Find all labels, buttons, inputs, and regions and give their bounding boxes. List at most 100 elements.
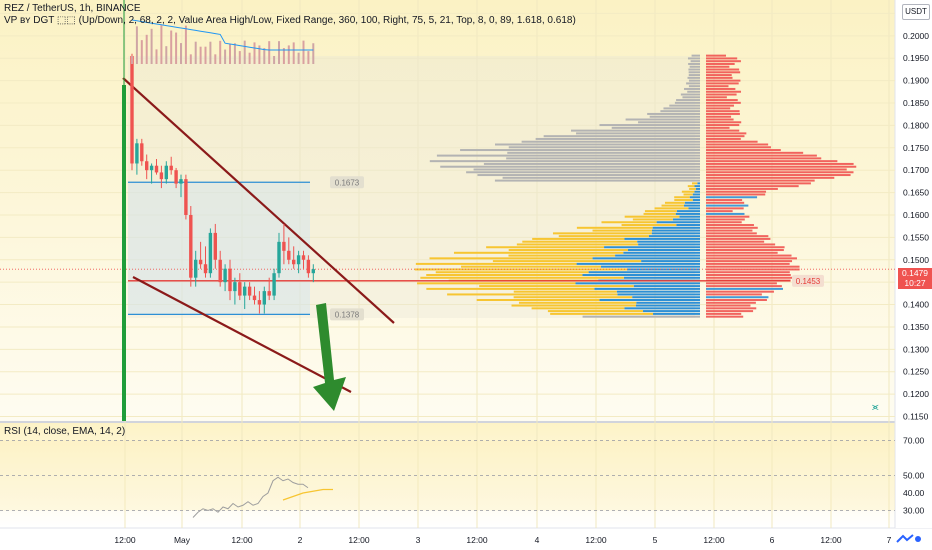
vp-delta-bar (706, 76, 733, 79)
vp-up-bar (414, 268, 627, 271)
vp-delta-bar (706, 310, 754, 313)
vp-outside-bar (689, 65, 700, 68)
vp-up-bar (508, 254, 616, 257)
vp-delta-bar (706, 243, 776, 246)
vp-up-bar (592, 229, 652, 232)
price-tick-label: 0.1600 (903, 210, 929, 220)
vp-up-bar (661, 204, 685, 207)
tradingview-logo-icon[interactable] (894, 532, 928, 546)
vp-delta-bar (706, 104, 734, 107)
vp-up-bar (621, 224, 677, 227)
vp-down-bar (675, 212, 700, 215)
vp-outside-bar (494, 179, 700, 182)
vp-up-bar (576, 226, 653, 229)
compare-icon: ⪤ (872, 402, 879, 413)
vp-down-bar (684, 201, 700, 204)
candle-body (189, 214, 193, 278)
vp-down-bar (642, 310, 700, 313)
vp-delta-bar (706, 74, 732, 77)
vp-outside-bar (669, 104, 700, 107)
vp-delta-bar (706, 224, 754, 227)
indicator-legend[interactable]: VP вʏ DGT ⬚⬚ (Up/Down, 2, 68, 2, 2, Valu… (4, 15, 576, 26)
candles (130, 19, 315, 314)
vp-delta-bar (706, 298, 767, 301)
price-tick-label: 0.1400 (903, 300, 929, 310)
vp-delta-bar (706, 68, 740, 71)
vp-up-bar (558, 235, 649, 238)
vp-delta-bar (706, 115, 732, 118)
currency-button[interactable]: USDT (902, 4, 930, 20)
vp-up-bar (643, 212, 676, 215)
vp-delta-bar (706, 85, 729, 88)
candle-body (267, 291, 271, 296)
vp-down-bar (636, 301, 700, 304)
poc-label-bg (792, 274, 824, 287)
vp-outside-bar (429, 160, 700, 163)
time-tick-label: 12:00 (703, 535, 725, 545)
vp-down-bar (692, 199, 700, 202)
drawings[interactable]: 0.1673 0.1378 0.1453 (0, 0, 895, 421)
last-price: 0.1479 (902, 268, 928, 278)
vp-outside-bar (582, 315, 700, 318)
time-tick-label: 12:00 (114, 535, 136, 545)
vp-down-bar (575, 282, 700, 285)
price-tick-label: 0.1850 (903, 98, 929, 108)
vp-down-bar (694, 185, 700, 188)
vp-delta-bar (706, 154, 817, 157)
candle-body (135, 143, 139, 164)
vp-down-bar (623, 276, 700, 279)
price-tick-label: 0.1950 (903, 53, 929, 63)
vp-delta-bar (706, 151, 804, 154)
time-tick-label: 6 (770, 535, 775, 545)
vp-delta-bar (706, 179, 815, 182)
vp-outside-bar (688, 85, 700, 88)
vp-delta-bar (706, 149, 781, 152)
vp-delta-bar (706, 257, 797, 260)
vp-delta-bar (706, 135, 745, 138)
vp-delta-bar (706, 187, 778, 190)
price-axis-area[interactable] (895, 0, 932, 528)
candle-body (198, 259, 203, 265)
wedge-upper-line (122, 77, 395, 324)
vp-up-bar (426, 274, 583, 277)
vp-up-bar (550, 312, 654, 315)
candle-body (243, 286, 247, 296)
vp-outside-bar (638, 121, 700, 124)
symbol-title[interactable]: REZ / TetherUS, 1h, BINANCE (4, 3, 141, 14)
time-tick-label: May (174, 535, 191, 545)
vp-down-bar (637, 240, 700, 243)
candle-body (238, 282, 242, 296)
vp-delta-bar (706, 162, 854, 165)
price-tick-label: 0.1800 (903, 120, 929, 130)
vp-up-bar (532, 237, 625, 240)
rsi-legend[interactable]: RSI (14, close, EMA, 14, 2) (4, 426, 126, 437)
time-axis-area[interactable] (0, 528, 932, 550)
vp-down-bar (679, 215, 700, 218)
vp-down-bar (582, 274, 700, 277)
price-tick-label: 0.1200 (903, 389, 929, 399)
vp-down-bar (624, 237, 700, 240)
candle-body (252, 295, 257, 301)
vp-delta-bar (706, 296, 769, 299)
vp-down-bar (694, 190, 700, 193)
vp-delta-bar (706, 90, 741, 93)
vp-up-bar (674, 199, 693, 202)
price-tick-label: 0.1900 (903, 76, 929, 86)
pane-separator[interactable] (0, 421, 932, 423)
rsi-ma-line (282, 488, 333, 501)
vp-delta-bar (706, 157, 822, 160)
vp-down-bar (697, 182, 700, 185)
vp-delta-bar (706, 229, 753, 232)
vp-up-bar (664, 201, 685, 204)
time-tick-label: 12:00 (820, 535, 842, 545)
vp-delta-bar (706, 287, 783, 290)
vp-delta-bar (706, 93, 737, 96)
vp-up-bar (674, 196, 690, 199)
vp-down-bar (616, 290, 700, 293)
vp-up-bar (461, 265, 601, 268)
vp-down-bar (638, 243, 700, 246)
vp-up-bar (513, 290, 617, 293)
vp-outside-bar (663, 107, 700, 110)
vp-delta-bar (706, 207, 744, 210)
